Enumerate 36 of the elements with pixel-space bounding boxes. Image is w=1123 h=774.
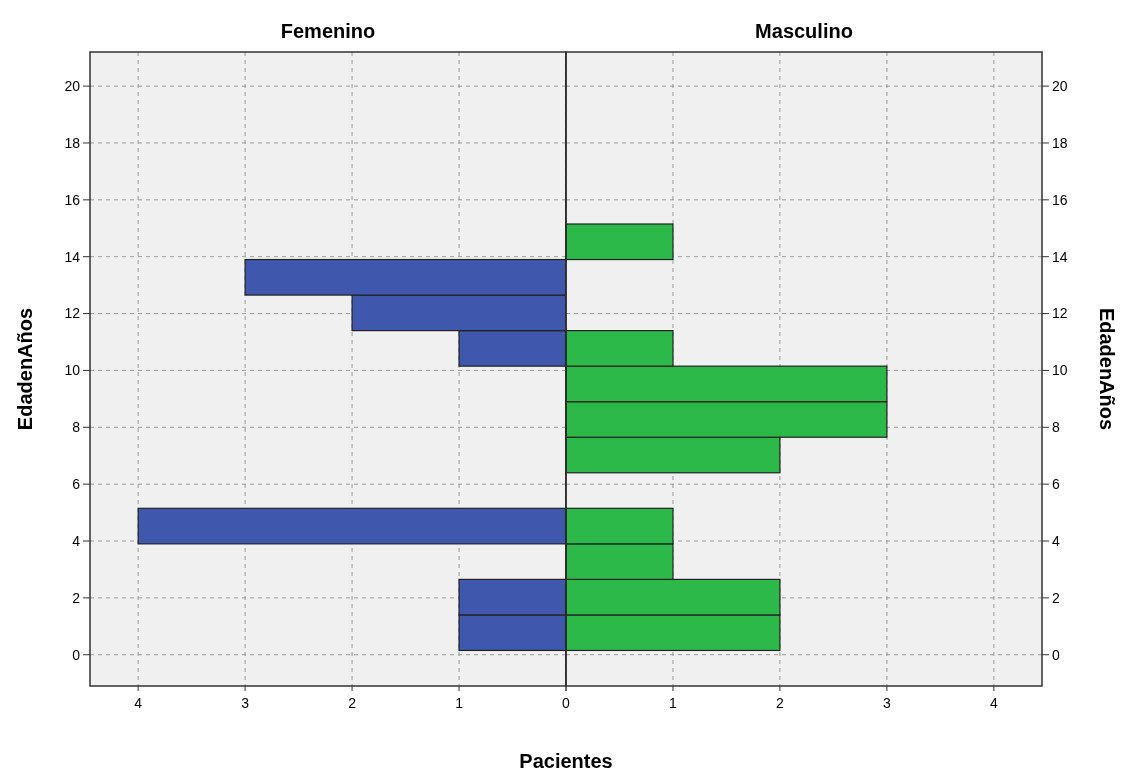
y-tick-label: 0 [72,646,81,663]
y-tick-label: 16 [1052,191,1068,208]
y-axis-title: EdadenAños [14,307,36,431]
x-tick-label: 1 [455,695,464,711]
y-axis-title: EdadenAños [1096,307,1118,431]
y-tick-label: 18 [64,134,81,151]
x-tick-label: 1 [669,695,678,711]
x-tick-label: 4 [134,695,143,711]
y-tick-label: 2 [72,589,81,606]
y-tick-label: 6 [1052,476,1060,493]
y-tick-label: 4 [1052,532,1060,549]
x-tick-label: 4 [989,695,998,711]
y-tick-label: 0 [1052,646,1060,663]
y-tick-label: 10 [1052,362,1068,379]
y-tick-label: 16 [64,191,81,208]
y-tick-label: 20 [64,78,81,95]
y-tick-label: 2 [1052,589,1060,606]
x-tick-label: 0 [562,695,571,711]
x-tick-label: 3 [883,695,891,711]
x-tick-label: 2 [776,695,785,711]
chart-title: Masculino [755,20,853,42]
x-tick-label: 2 [348,695,357,711]
y-tick-label: 14 [64,248,81,265]
y-tick-label: 10 [64,362,81,379]
x-tick-label: 3 [241,695,250,711]
y-tick-label: 18 [1052,134,1068,151]
chart-title: Femenino [280,20,376,42]
y-tick-label: 8 [72,419,81,436]
y-tick-label: 12 [1052,305,1068,322]
y-tick-label: 6 [72,476,81,493]
y-tick-label: 8 [1052,419,1060,436]
y-tick-label: 4 [72,532,81,549]
y-tick-label: 20 [1052,78,1068,95]
x-axis-title: Pacientes [519,750,613,772]
y-tick-label: 12 [64,305,81,322]
y-tick-label: 14 [1052,248,1068,265]
